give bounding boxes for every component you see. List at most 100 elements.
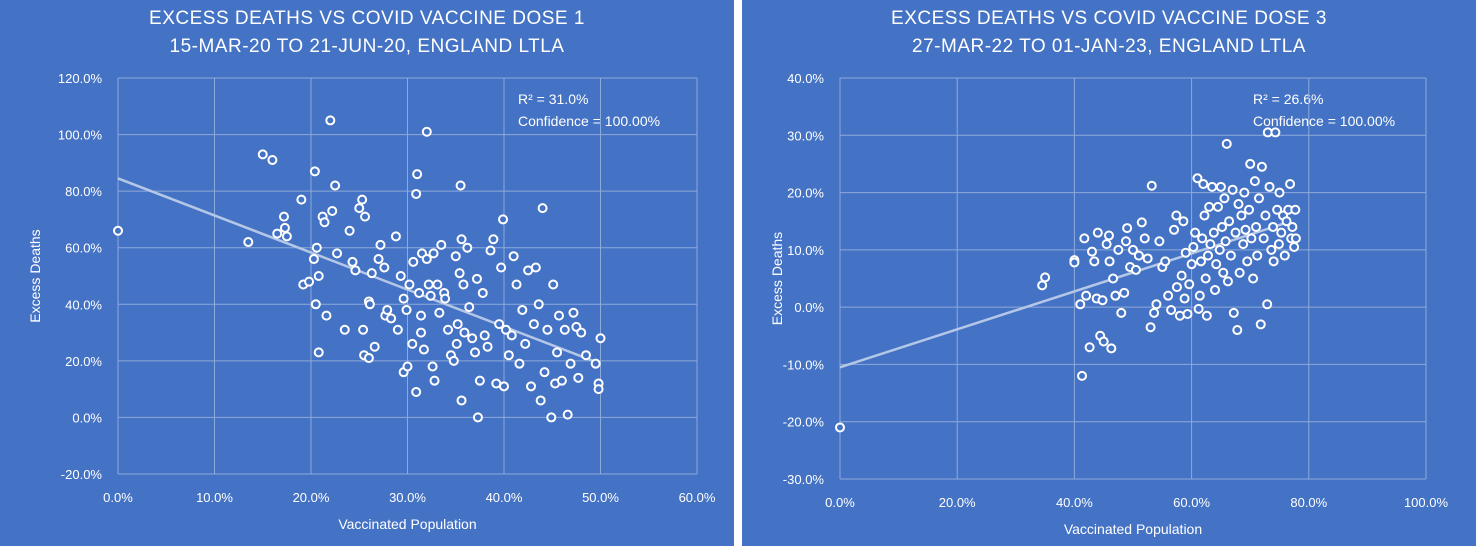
chart-title-line-1: EXCESS DEATHS VS COVID VACCINE DOSE 1 [149,8,585,29]
data-point [1106,343,1117,354]
data-point [1154,236,1165,247]
data-point [1239,187,1250,198]
y-tick-label: 0.0% [794,300,824,315]
data-point [402,361,413,372]
x-tick-label: 20.0% [939,495,976,510]
data-point [1171,282,1182,293]
data-point [546,412,557,423]
data-point [392,324,403,335]
data-point [1217,221,1228,232]
data-point [1218,267,1229,278]
scatter-plot-dose-1: 0.0% 10.0% 20.0% 30.0% 40.0% 50.0% 60.0% -20.0%… [27,71,716,532]
data-point [1184,279,1195,290]
data-point [1268,221,1279,232]
data-point [411,188,422,199]
data-point [414,287,425,298]
data-point [499,381,509,392]
data-point [243,237,254,248]
data-point [1219,193,1230,204]
data-point [1290,233,1301,244]
data-point [1081,290,1092,301]
data-point [416,310,427,321]
data-point [1244,204,1255,215]
data-point [1208,227,1219,238]
data-point [1230,227,1241,238]
data-point [526,381,537,392]
data-point [309,166,320,177]
data-point [568,307,579,318]
x-tick-label: 40.0% [1056,495,1093,510]
data-point [382,304,393,315]
data-point [485,245,496,256]
data-point [1268,256,1279,267]
data-point [421,126,432,137]
data-point [1130,264,1141,275]
data-point [539,367,550,378]
data-point [494,319,505,330]
data-point [443,324,454,335]
data-point [412,169,423,180]
data-point [113,225,123,236]
data-point [395,271,406,281]
data-point [1182,309,1193,320]
data-point [1108,273,1119,284]
x-axis-title: Vaccinated Population [338,516,476,532]
data-point [1084,342,1095,353]
data-point [1079,233,1090,244]
data-point [1238,239,1249,250]
data-point [428,248,439,259]
data-point [404,279,415,290]
data-point [1116,307,1127,318]
data-point [1281,216,1292,227]
chart-title-line-2: 27-MAR-22 TO 01-JAN-23, ENGLAND LTLA [912,36,1306,57]
data-point [313,271,324,281]
y-tick-label: 80.0% [65,184,102,199]
data-point [1220,236,1231,247]
data-point [456,395,467,406]
data-point [1120,236,1131,247]
x-tick-label: 50.0% [582,490,619,505]
data-point [421,254,432,265]
data-point [1176,270,1187,281]
data-point [456,234,467,245]
data-point [1146,180,1157,191]
confidence-label: Confidence = 100.00% [1253,113,1396,129]
data-point [1199,210,1210,221]
chart-panel-dose-1: EXCESS DEATHS VS COVID VACCINE DOSE 1 15… [0,0,734,546]
data-point [1205,239,1216,250]
data-point [416,327,427,338]
data-point [593,384,604,395]
y-tick-label: 40.0% [787,71,824,86]
data-point [1210,284,1221,295]
data-point [573,372,584,383]
data-point [1188,241,1199,252]
data-point [498,214,509,225]
data-point [1276,227,1287,238]
data-point [562,409,573,420]
data-point [1285,178,1296,189]
data-point [537,203,548,214]
data-point [1110,290,1121,301]
data-point [1101,239,1112,250]
data-point [1145,322,1156,333]
data-point [321,310,332,321]
data-point [450,251,461,262]
data-point [1289,241,1300,252]
y-tick-label: -20.0% [783,415,825,430]
data-point [364,299,375,310]
data-point [257,149,268,160]
data-point [581,350,592,361]
x-tick-label: 60.0% [679,490,716,505]
data-point [1142,253,1153,264]
data-point [1262,299,1273,310]
data-point [1287,221,1298,232]
data-point [278,211,289,222]
x-tick-label: 40.0% [486,490,523,505]
r-squared-label: R² = 26.6% [1253,91,1324,107]
data-point [1260,210,1271,221]
data-point [467,333,478,344]
data-point [1069,257,1080,268]
data-point [325,115,336,126]
data-point [304,276,315,287]
data-point [311,242,322,253]
